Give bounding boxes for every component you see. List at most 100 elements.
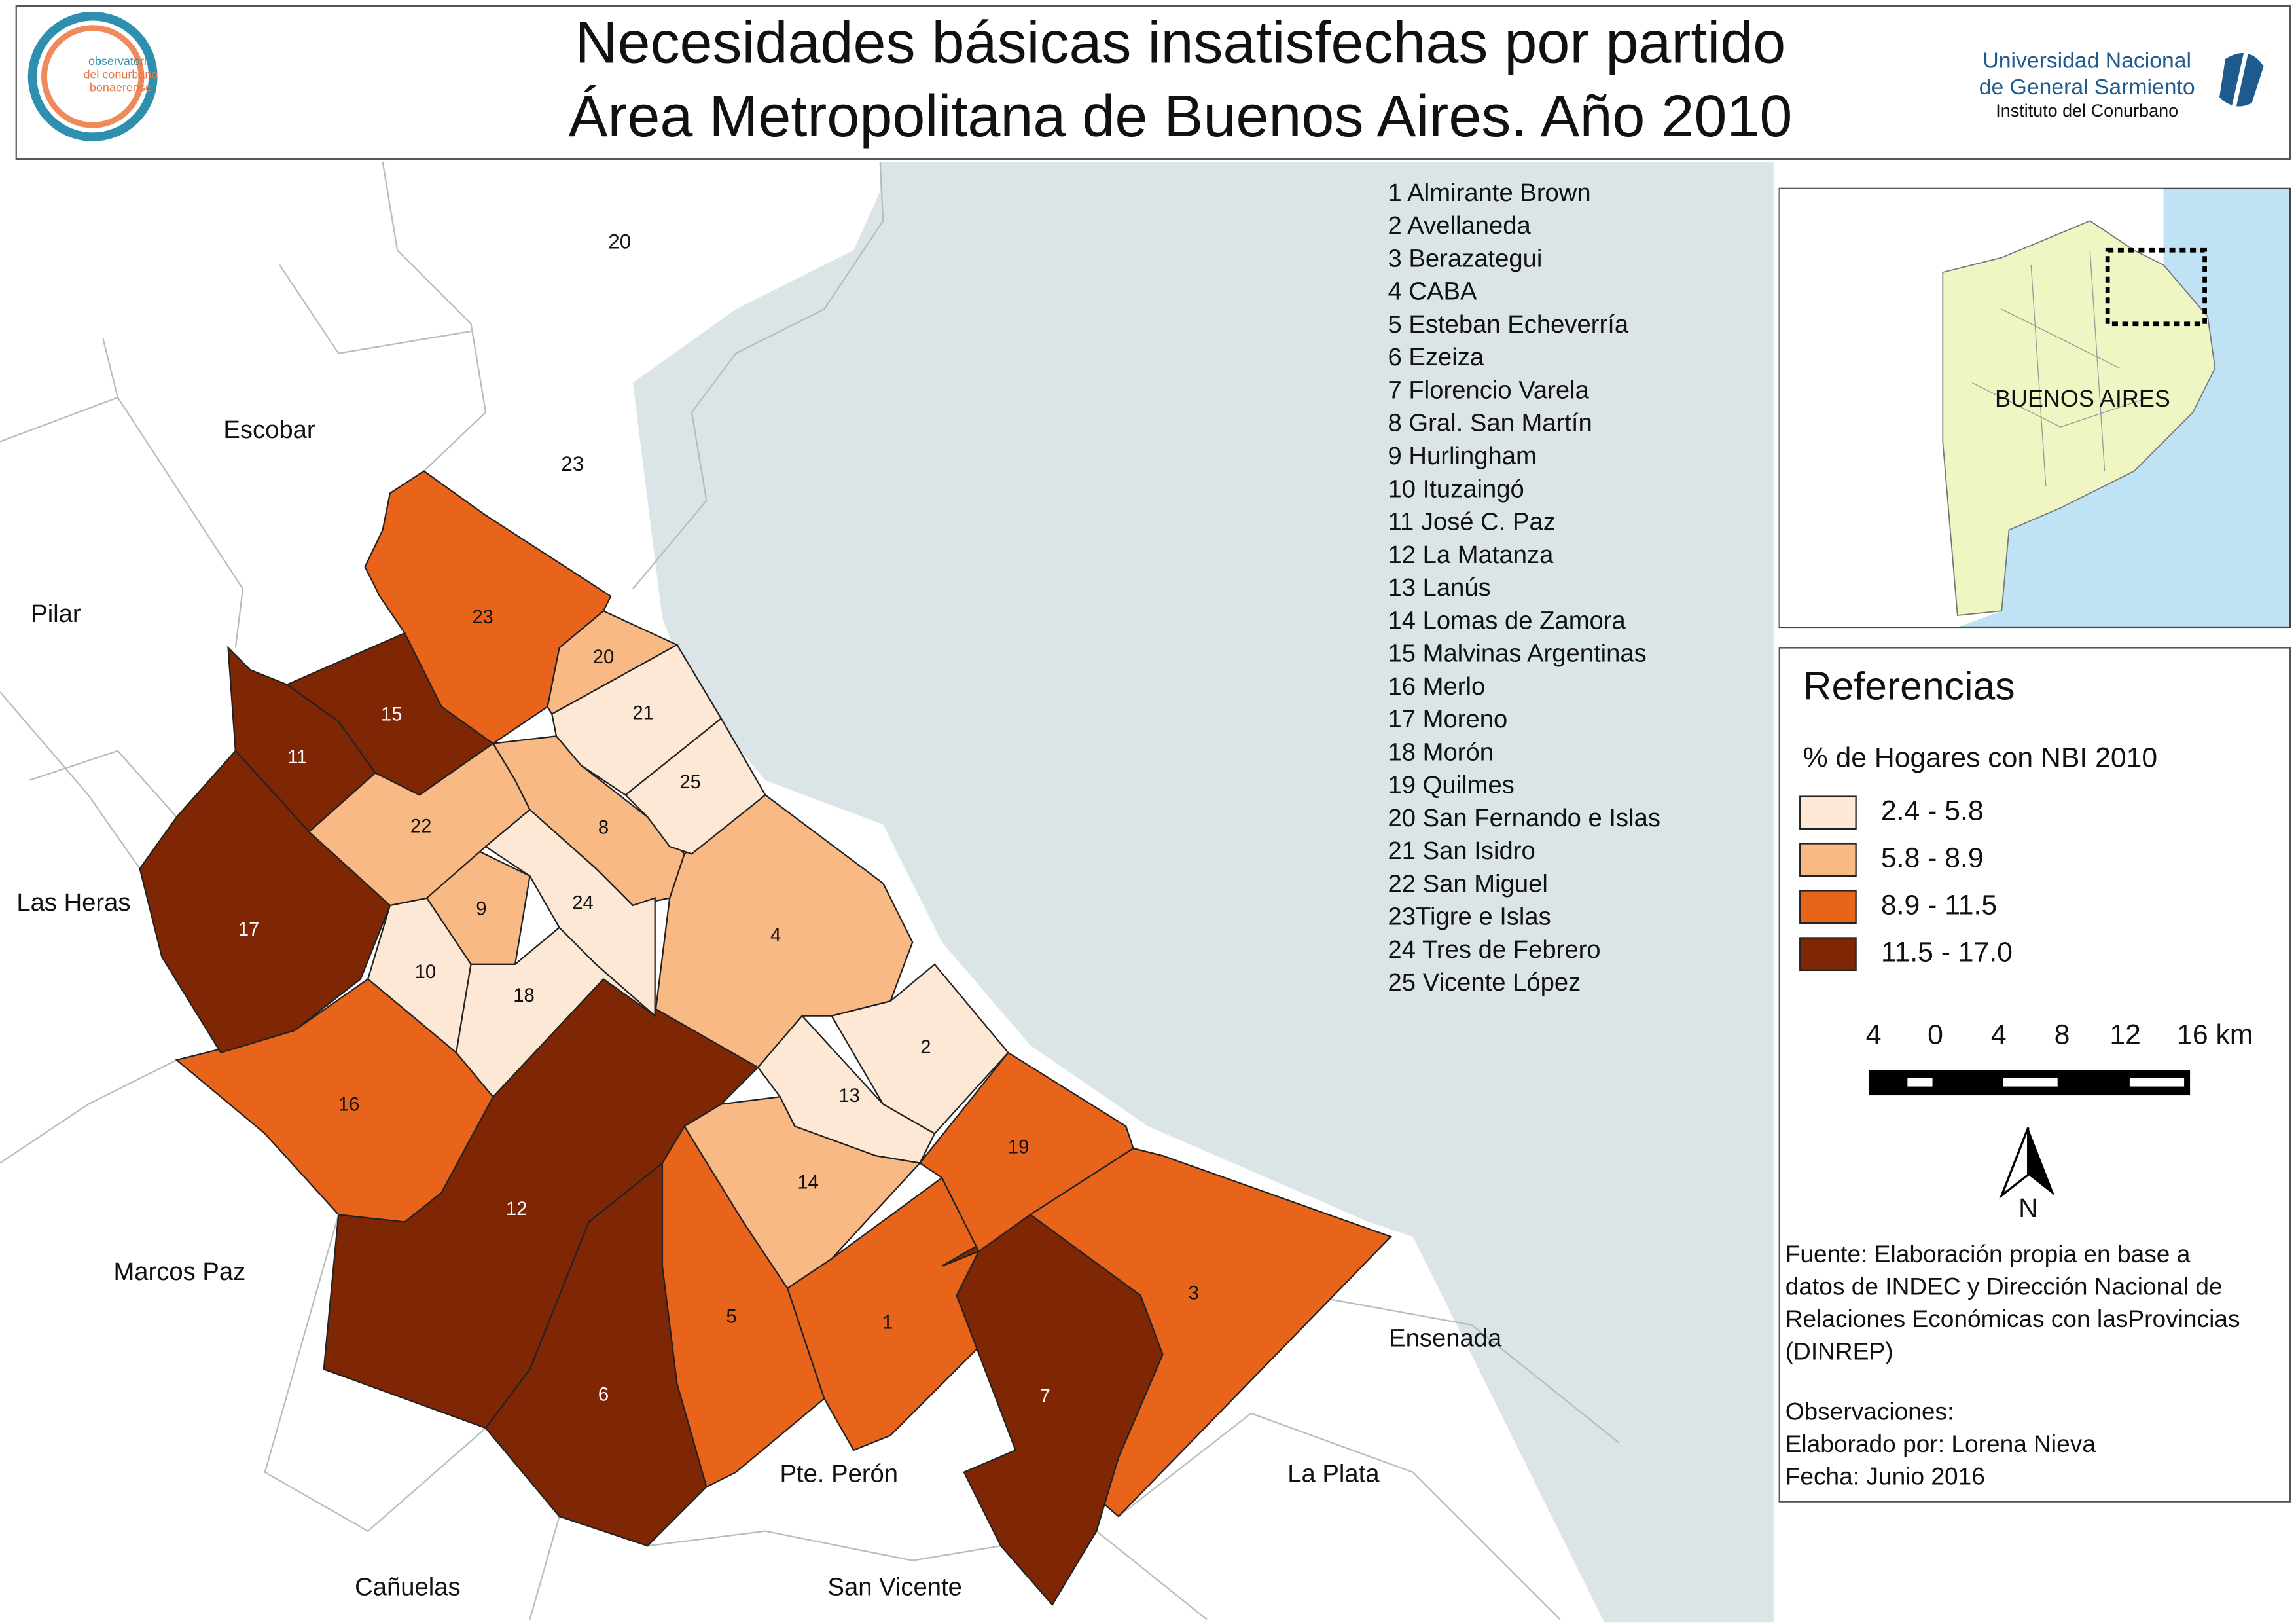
scale-bar [1869, 1070, 2191, 1096]
observation-line: Observaciones: [1785, 1398, 1954, 1425]
district-label: 18 [513, 985, 535, 1006]
logo-ring [27, 11, 158, 141]
district-label: 15 [381, 704, 403, 725]
partido-list-item: 19 Quilmes [1388, 771, 1515, 799]
scale-bar-segment [2129, 1078, 2185, 1087]
source-line: (DINREP) [1785, 1337, 1893, 1364]
district-label: 4 [770, 925, 781, 946]
inset-partido-lines [1971, 250, 2149, 486]
observation-line: Elaborado por: Lorena Nieva [1785, 1430, 2096, 1457]
district [941, 1213, 1164, 1607]
institute-name: Instituto del Conurbano [1996, 101, 2178, 120]
inset-label: BUENOS AIRES [1995, 385, 2170, 412]
logo-ring-inner [41, 25, 145, 128]
partido-list-item: 18 Morón [1388, 738, 1494, 766]
place-label: La Plata [1287, 1459, 1380, 1487]
district-label: 2 [920, 1037, 931, 1058]
place-label: Pte. Perón [780, 1459, 898, 1487]
partido-list-item: 4 CABA [1388, 278, 1477, 306]
district [175, 977, 494, 1223]
title-line: Área Metropolitana de Buenos Aires. Año … [568, 84, 1792, 149]
district-label: 5 [726, 1306, 736, 1327]
place-label: Escobar [223, 416, 315, 444]
district [484, 809, 656, 1018]
scale-bar-segment [2003, 1078, 2058, 1087]
legend-subtitle: % de Hogares con NBI 2010 [1803, 742, 2157, 774]
legend-label: 11.5 - 17.0 [1881, 936, 2013, 968]
labels: Necesidades básicas insatisfechas por pa… [16, 10, 2253, 1601]
partido-list-item: 9 Hurlingham [1388, 442, 1537, 470]
legend-swatch [1799, 843, 1857, 877]
partido-list-item: 13 Lanús [1388, 574, 1491, 602]
district-label: 12 [506, 1199, 528, 1220]
title-line: Necesidades básicas insatisfechas por pa… [575, 10, 1786, 76]
district [918, 1051, 1134, 1253]
district-label: 9 [476, 898, 486, 919]
legend-swatch [1799, 890, 1857, 924]
university-logo-mark [2232, 52, 2248, 107]
partido-list-item: 6 Ezeiza [1388, 343, 1484, 371]
boundary-line [0, 264, 471, 648]
place-label: Pilar [31, 600, 81, 628]
district-label: 16 [338, 1095, 360, 1116]
scale-label: 4 [1866, 1019, 1882, 1050]
partido-list-item: 12 La Matanza [1388, 541, 1554, 569]
scale-bar-segment [1907, 1078, 1933, 1087]
district-label: 19 [1008, 1137, 1030, 1158]
district-label: 23 [472, 607, 493, 628]
district-label: 22 [410, 816, 432, 837]
scale-label: 0 [1928, 1019, 1943, 1050]
legend-swatch [1799, 795, 1857, 830]
boundaries [0, 162, 1620, 1620]
source-line: datos de INDEC y Dirección Nacional de [1785, 1272, 2223, 1300]
scale-label: 4 [1991, 1019, 2007, 1050]
boundary-line [1096, 1294, 1620, 1620]
partido-list-item: 5 Esteban Echeverría [1388, 310, 1629, 338]
place-label: Las Heras [16, 888, 130, 917]
logo-text: del conurbano [83, 67, 158, 81]
district [364, 470, 612, 744]
district-label: 3 [1189, 1283, 1199, 1304]
legend-label: 8.9 - 11.5 [1881, 889, 1997, 921]
logo-text: bonaerense [90, 81, 152, 94]
legend-label: 2.4 - 5.8 [1881, 795, 1984, 827]
district-label: 1 [882, 1312, 893, 1333]
partido-list-item: 15 Malvinas Argentinas [1388, 640, 1647, 668]
partido-list-item: 24 Tres de Febrero [1388, 936, 1601, 964]
legend-swatch [1799, 937, 1857, 972]
source-line: Relaciones Económicas con lasProvincias [1785, 1305, 2240, 1332]
place-label: Marcos Paz [113, 1258, 245, 1286]
place-label: 20 [608, 230, 631, 253]
boundary-line [264, 1214, 1001, 1620]
district-label: 11 [287, 747, 307, 768]
observation-line: Fecha: Junio 2016 [1785, 1463, 1985, 1490]
legend-label: 5.8 - 8.9 [1881, 843, 1984, 874]
partido-list-item: 16 Merlo [1388, 672, 1486, 701]
scale-label: 8 [2054, 1019, 2070, 1050]
partido-list-item: 2 Avellaneda [1388, 211, 1532, 240]
district-label: 24 [572, 892, 594, 913]
scale-label: 12 [2109, 1019, 2141, 1050]
district-label: 25 [679, 772, 701, 793]
place-label: Cañuelas [355, 1573, 460, 1601]
university-name: Universidad Nacional [1982, 48, 2191, 73]
partido-list-item: 11 José C. Paz [1388, 508, 1556, 536]
district-label: 8 [598, 818, 609, 839]
partido-list-item: 23Tigre e Islas [1388, 903, 1551, 931]
partido-list-item: 1 Almirante Brown [1388, 179, 1591, 207]
scale-label: 16 km [2177, 1019, 2253, 1050]
partido-list-item: 3 Berazategui [1388, 244, 1543, 272]
boundary-line [0, 691, 177, 1164]
district [683, 1096, 922, 1290]
district-label: 14 [797, 1173, 819, 1194]
partido-list-item: 7 Florencio Varela [1388, 376, 1590, 404]
university-name: de General Sarmiento [1979, 75, 2195, 100]
districts [139, 470, 1393, 1607]
partido-list-item: 21 San Isidro [1388, 837, 1535, 865]
partido-list-item: 17 Moreno [1388, 705, 1508, 733]
partido-list-item: 22 San Miguel [1388, 869, 1548, 898]
place-label: 23 [561, 452, 584, 475]
inset-province [1942, 220, 2216, 616]
district [308, 742, 531, 907]
